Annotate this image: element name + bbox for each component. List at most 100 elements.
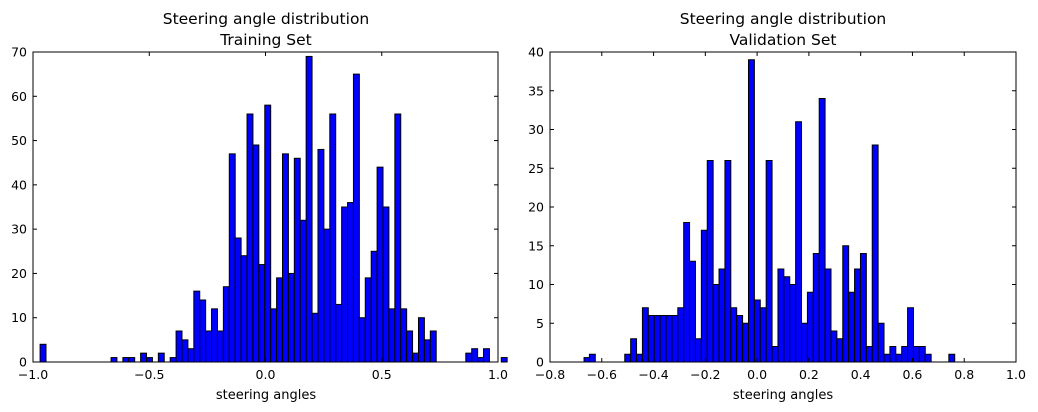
histogram-bar [335,303,343,363]
histogram-bar [240,255,248,363]
x-tick-label: −1.0 [18,367,48,382]
histogram-bar [252,144,260,363]
histogram-bar [311,312,319,363]
histogram-bar [128,357,136,363]
histogram-bar [659,315,667,363]
histogram-bar [193,290,201,363]
histogram-bar [771,346,779,363]
histogram-bar [812,253,820,363]
histogram-bar [400,308,408,363]
histogram-bar [394,113,402,363]
histogram-bar [423,339,431,363]
histogram-bar [293,157,301,363]
histogram-bar [742,322,749,363]
histogram-bar [795,121,803,363]
x-tick-label: −0.6 [587,367,617,382]
histogram-bar [122,357,130,363]
y-tick-label: 35 [528,83,544,98]
histogram-bar [588,353,596,363]
y-tick-label: 25 [528,161,544,176]
histogram-bar [412,352,419,363]
histogram-bar [859,253,867,363]
histogram-bar [228,153,236,363]
histogram-bar [205,330,213,363]
histogram-bar [276,277,283,363]
x-tick-label: 1.0 [1006,367,1026,382]
histogram-bar [895,353,903,363]
axis-ticks: −0.8 −0.6 −0.4 −0.2 0.0 0.2 0.4 0.6 0.8 1.0 0 5 10 15… [528,45,1026,383]
histogram-bar [918,346,926,363]
histogram-bar [877,322,885,363]
histogram-bar [352,73,360,363]
y-tick-label: 60 [11,89,27,104]
histogram-bar [234,237,242,363]
histogram-bar [216,330,224,363]
x-tick-label: 0.8 [954,367,974,382]
histogram-bar [789,284,797,363]
histogram-bar [630,338,638,363]
histogram-bar [924,353,932,363]
x-axis-label: steering angles [733,388,834,403]
histogram-bar [836,338,844,363]
histogram-bar [270,308,278,363]
histogram-bar [39,343,47,363]
histogram-bar [801,322,808,363]
histogram-bar [169,357,177,363]
histogram-bar [848,291,856,363]
histogram-bar [211,308,218,363]
chart-title: Steering angle distribution [163,10,370,28]
histogram-bar [317,148,325,363]
histogram-bar [653,315,661,363]
histogram-bar [865,346,873,363]
histogram-bar [477,357,485,363]
x-tick-label: 0.0 [747,367,767,382]
histogram-bar [305,55,313,363]
histogram-bar [370,250,378,363]
x-axis-label: steering angles [216,388,317,403]
y-tick-label: 20 [528,200,544,215]
histogram-bar [712,284,720,363]
histogram-bar [948,353,956,363]
histogram-bar [483,348,490,363]
histogram-bar [683,222,691,363]
x-tick-label: 0.4 [851,367,871,382]
y-tick-label: 5 [536,316,544,331]
histogram-bar [854,268,861,363]
x-tick-label: 0.5 [372,367,392,382]
histogram-bars [39,55,591,363]
chart-subtitle: Validation Set [730,31,837,49]
histogram-bar [187,348,195,363]
histogram-bar [110,357,118,363]
histogram-bar [830,330,838,363]
histogram-bar [471,348,479,363]
x-tick-label: 0.6 [902,367,922,382]
histogram-bar [388,308,396,363]
histogram-bar [175,330,183,363]
histogram-bar [246,113,254,363]
histogram-bar [140,352,148,363]
histogram-bar [647,315,655,363]
histogram-bar [500,357,508,363]
plot-frame [549,51,1017,363]
x-tick-label: −0.2 [690,367,720,382]
histogram-bar [759,307,767,363]
histogram-bar [694,338,702,363]
histogram-bar [765,160,773,363]
histogram-bar [753,299,761,363]
histogram-bar [341,206,349,363]
training-set-histogram: Steering angle distribution Training Set… [11,10,591,403]
validation-set-histogram: Steering angle distribution Validation S… [528,10,1026,403]
x-tick-label: 0.2 [799,367,819,382]
y-tick-label: 10 [11,310,27,325]
y-tick-label: 0 [536,355,544,370]
histogram-bar [883,353,891,363]
histogram-bar [665,315,673,363]
plot-frame [32,51,499,363]
histogram-bar [329,113,337,363]
x-tick-label: 1.0 [488,367,508,382]
histogram-bar [842,245,850,363]
histogram-bar [718,268,726,363]
histogram-bar [748,59,755,363]
x-tick-label: 0.0 [256,367,276,382]
